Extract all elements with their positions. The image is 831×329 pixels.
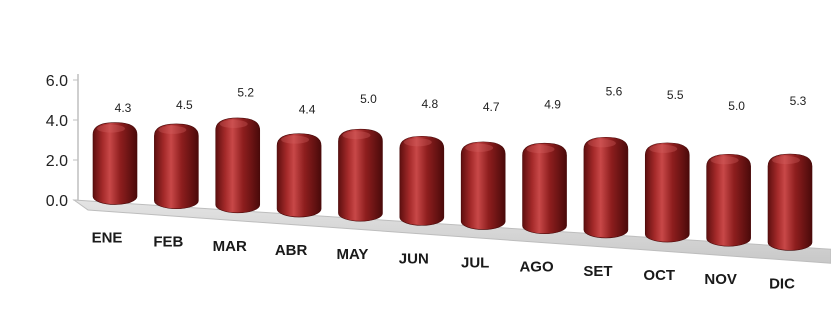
- bar-body: [276, 133, 322, 218]
- x-tick-label: NOV: [704, 271, 737, 288]
- bar-highlight: [219, 119, 248, 128]
- bar: [460, 141, 506, 230]
- x-tick-label: ABR: [275, 242, 308, 259]
- bar-body: [460, 141, 506, 230]
- y-tick-label: 4.0: [46, 113, 68, 130]
- x-tick-label: FEB: [153, 234, 183, 251]
- bar-highlight: [710, 156, 739, 165]
- bar: [276, 133, 322, 218]
- x-tick-label: JUL: [461, 255, 489, 272]
- bar: [338, 128, 383, 222]
- bar-body: [399, 135, 445, 226]
- bar-highlight: [97, 124, 125, 133]
- bar-highlight: [158, 125, 187, 134]
- bar: [215, 117, 261, 214]
- bar-highlight: [772, 156, 800, 165]
- bar-highlight: [526, 145, 555, 154]
- data-label: 4.7: [483, 100, 500, 114]
- data-label: 5.0: [360, 92, 377, 106]
- data-label: 5.0: [728, 99, 745, 113]
- data-label: 4.8: [421, 97, 438, 111]
- bar: [644, 142, 690, 243]
- bar: [706, 153, 751, 247]
- chart-floor: [72, 199, 831, 264]
- bar: [92, 122, 138, 205]
- floor-plane: [72, 199, 831, 264]
- y-tick-label: 6.0: [46, 73, 68, 90]
- bar-body: [706, 153, 751, 247]
- bar: [154, 123, 199, 209]
- y-axis: 0.0 2.0 4.0 6.0: [46, 73, 79, 210]
- data-label: 4.9: [544, 97, 561, 111]
- bar: [767, 153, 813, 251]
- data-label: 4.3: [115, 101, 132, 115]
- bar-body: [583, 136, 629, 239]
- y-tick-label: 0.0: [46, 193, 68, 210]
- x-tick-label: MAY: [336, 246, 368, 263]
- data-label: 4.5: [176, 98, 193, 112]
- bar-highlight: [587, 139, 616, 148]
- data-label: 4.4: [299, 103, 316, 117]
- x-tick-label: JUN: [399, 250, 429, 267]
- bar-highlight: [342, 131, 371, 140]
- bars: [92, 117, 813, 251]
- x-tick-label: AGO: [519, 259, 554, 276]
- bar: [522, 142, 567, 235]
- bar-body: [154, 123, 199, 209]
- bar-highlight: [649, 144, 678, 153]
- bar: [399, 135, 445, 226]
- bar: [583, 136, 629, 239]
- data-label: 5.2: [237, 85, 254, 99]
- bar-body: [338, 128, 383, 222]
- labels: 4.3 ENE 4.5 FEB 5.2 MAR 4.4 ABR 5.0 MAY 4.8 JUN 4.7 J…: [92, 85, 807, 293]
- bar-highlight: [281, 135, 310, 144]
- bar-body: [644, 142, 690, 243]
- bar-highlight: [403, 138, 432, 147]
- bar-body: [767, 153, 813, 251]
- bar-body: [92, 122, 138, 205]
- data-label: 5.3: [790, 94, 807, 108]
- x-tick-label: DIC: [769, 275, 795, 292]
- data-label: 5.5: [667, 88, 684, 102]
- bar-body: [215, 117, 261, 214]
- x-tick-label: ENE: [92, 230, 123, 247]
- data-label: 5.6: [606, 85, 623, 99]
- bar-highlight: [465, 143, 494, 152]
- x-tick-label: SET: [583, 263, 612, 280]
- x-tick-label: MAR: [213, 238, 247, 255]
- x-tick-label: OCT: [643, 267, 675, 284]
- bar-body: [522, 142, 567, 235]
- y-tick-label: 2.0: [46, 153, 68, 170]
